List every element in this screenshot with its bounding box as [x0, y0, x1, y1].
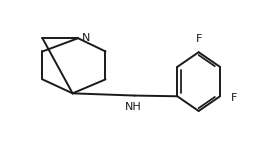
Text: N: N — [82, 33, 90, 43]
Text: F: F — [231, 93, 237, 103]
Text: F: F — [195, 34, 202, 44]
Text: NH: NH — [124, 102, 141, 112]
